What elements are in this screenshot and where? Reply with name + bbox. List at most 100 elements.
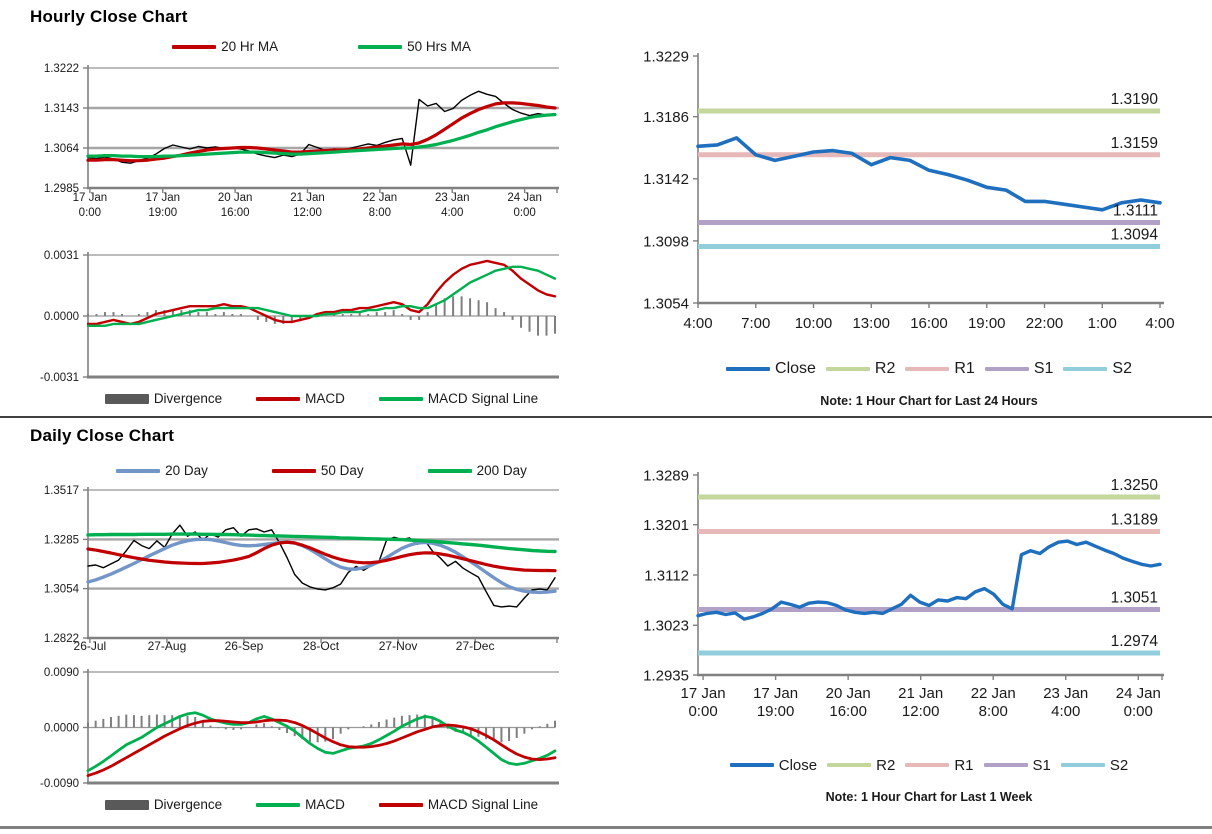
- y-axis-tick-label: 1.3229: [643, 48, 689, 65]
- hourly-price-legend: 20 Hr MA 50 Hrs MA: [88, 38, 555, 56]
- x-axis-tick-label: 23 Jan: [1043, 685, 1088, 702]
- legend-item-50-hrs-ma: 50 Hrs MA: [358, 40, 471, 54]
- legend-line-swatch-icon: [905, 366, 950, 372]
- hourly-macd-chart: 0.0031 0.0000 -0.0031 Divergence MACD MACD Si…: [18, 240, 570, 416]
- level-label-r2: 1.3190: [1111, 91, 1159, 108]
- hourly-price-chart: 1.3222 1.3143 1.3064 1.2985 17 Jan 0:00 17 Jan…: [18, 36, 570, 238]
- y-axis-tick-label: 0.0031: [44, 250, 79, 262]
- y-axis-tick-label: 1.3143: [44, 103, 79, 115]
- series-line-50-day: [86, 540, 557, 573]
- legend-line-swatch-icon: [905, 762, 950, 768]
- y-axis-tick-label: 1.3098: [643, 233, 689, 250]
- x-axis-tick-label: 27-Dec: [456, 639, 495, 653]
- y-axis-tick-label: 1.2935: [643, 667, 689, 684]
- x-axis-tick-label: 0:00: [688, 703, 717, 720]
- legend-label: S1: [1033, 360, 1054, 377]
- y-axis-tick-label: 1.3517: [44, 485, 79, 497]
- legend-bar-swatch-icon: [104, 394, 149, 404]
- x-axis-tick-label: 17 Jan: [145, 192, 180, 204]
- hourly-pivot-plot: 1.3229 1.3186 1.3142 1.3098 1.3054 4:00 7:00 10…: [643, 48, 1174, 332]
- legend-item-200-day: 200 Day: [427, 464, 527, 478]
- daily-macd-legend: Divergence MACD MACD Signal Line: [88, 796, 555, 814]
- hourly-pivot-legend: Close R2 R1 S1 S2: [698, 360, 1160, 378]
- legend-item-r2: R2: [827, 758, 895, 773]
- hourly-macd-legend: Divergence MACD MACD Signal Line: [88, 390, 555, 408]
- legend-label: MACD Signal Line: [427, 391, 539, 407]
- series-line-close: [696, 136, 1162, 212]
- y-axis-tick-label: 1.3023: [643, 618, 689, 635]
- legend-item-close: Close: [729, 756, 818, 774]
- y-axis-tick-label: 1.3054: [643, 295, 689, 312]
- legend-line-swatch-icon: [984, 366, 1029, 372]
- legend-line-swatch-icon: [358, 44, 403, 50]
- x-axis-tick-label: 16:00: [910, 315, 948, 332]
- legend-label: R1: [954, 756, 974, 774]
- hourly-pivot-note: Note: 1 Hour Chart for Last 24 Hours: [820, 394, 1038, 408]
- x-axis-tick-label: 24 Jan: [1116, 685, 1161, 702]
- x-axis-tick-label: 26-Jul: [74, 639, 107, 653]
- x-axis-tick-label: 19:00: [968, 315, 1006, 332]
- x-axis-tick-label: 19:00: [757, 703, 795, 720]
- legend-item-close: Close: [726, 361, 816, 377]
- legend-label: 50 Day: [320, 463, 364, 479]
- x-axis-tick-label: 10:00: [795, 315, 833, 332]
- legend-label: 20 Hr MA: [221, 39, 279, 55]
- legend-label: Close: [778, 756, 818, 774]
- x-axis-tick-label: 23 Jan: [435, 192, 470, 204]
- x-axis-tick-label: 28-Oct: [303, 639, 340, 653]
- page-bottom-rule: [0, 826, 1212, 829]
- legend-line-swatch-icon: [729, 762, 774, 768]
- legend-item-20-day: 20 Day: [116, 464, 208, 478]
- legend-label: R2: [876, 756, 896, 774]
- x-axis-tick-label: 27-Nov: [379, 639, 418, 653]
- legend-label: S2: [1109, 756, 1129, 774]
- legend-line-swatch-icon: [1060, 762, 1105, 768]
- legend-line-swatch-icon: [271, 468, 316, 474]
- legend-label: Divergence: [153, 391, 223, 407]
- daily-pivot-chart: 1.3289 1.3201 1.3112 1.3023 1.2935 17 Jan 0:00…: [618, 448, 1202, 828]
- y-axis-tick-label: 0.0000: [44, 311, 79, 323]
- legend-item-20-hr-ma: 20 Hr MA: [172, 40, 278, 54]
- x-axis-tick-label: 17 Jan: [73, 192, 108, 204]
- y-axis-tick-label: 1.2985: [44, 183, 79, 195]
- legend-label: Close: [775, 360, 816, 377]
- x-axis-tick-label: 20 Jan: [218, 192, 253, 204]
- legend-line-swatch-icon: [1063, 366, 1108, 372]
- legend-line-swatch-icon: [726, 366, 771, 372]
- legend-line-swatch-icon: [256, 802, 301, 808]
- legend-line-swatch-icon: [378, 396, 423, 402]
- y-axis-tick-label: 1.3064: [44, 143, 80, 155]
- x-axis-tick-label: 22:00: [1026, 315, 1064, 332]
- level-label-s1: 1.3111: [1113, 203, 1158, 220]
- x-axis-tick-label: 4:00: [1145, 315, 1174, 332]
- x-axis-tick-label: 4:00: [1051, 703, 1080, 720]
- legend-label: S1: [1032, 756, 1051, 774]
- y-axis-tick-label: 0.0090: [44, 667, 79, 679]
- x-axis-tick-label: 16:00: [829, 703, 867, 720]
- legend-line-swatch-icon: [116, 468, 161, 474]
- legend-label: S2: [1112, 360, 1132, 377]
- y-axis-tick-label: -0.0031: [40, 372, 79, 384]
- daily-macd-plot: 0.0090 0.0000 -0.0090: [40, 667, 559, 790]
- level-label-r1: 1.3189: [1111, 511, 1158, 528]
- y-axis-tick-label: 1.3222: [44, 63, 79, 75]
- legend-item-s1: S1: [983, 756, 1051, 774]
- x-axis-tick-label: 17 Jan: [681, 685, 726, 702]
- legend-line-swatch-icon: [825, 366, 870, 372]
- legend-item-50-day: 50 Day: [271, 463, 364, 479]
- y-axis-tick-label: 1.3112: [644, 567, 689, 584]
- x-axis-tick-label: 22 Jan: [363, 192, 398, 204]
- series-line-macd-signal-line: [86, 265, 557, 328]
- legend-item-macd-signal-line: MACD Signal Line: [378, 798, 538, 812]
- level-label-r2: 1.3250: [1111, 477, 1159, 494]
- legend-item-r2: R2: [825, 361, 895, 377]
- hourly-pivot-chart: 1.3229 1.3186 1.3142 1.3098 1.3054 4:00 7:00 10…: [618, 28, 1202, 416]
- legend-line-swatch-icon: [172, 44, 217, 50]
- hourly-section-title: Hourly Close Chart: [30, 7, 188, 26]
- x-axis-tick-label: 12:00: [902, 703, 940, 720]
- legend-item-macd: MACD: [256, 798, 345, 812]
- level-label-s2: 1.2974: [1111, 633, 1159, 650]
